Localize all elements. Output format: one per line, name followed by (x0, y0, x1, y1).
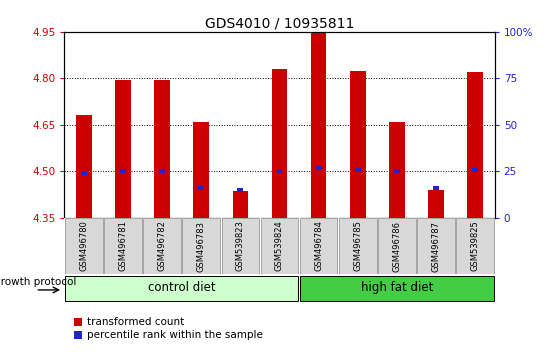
Bar (120, 170, 126, 173)
Bar (193, 122, 209, 218)
Bar (143, 218, 181, 274)
Text: GSM496784: GSM496784 (314, 221, 323, 272)
Bar (159, 170, 165, 173)
Bar (300, 218, 338, 274)
Bar (350, 70, 366, 218)
Bar (182, 218, 220, 274)
Bar (378, 218, 416, 274)
Bar (65, 218, 103, 274)
Bar (81, 171, 87, 175)
Text: GSM496785: GSM496785 (353, 221, 362, 272)
Bar (316, 166, 321, 170)
Bar (355, 168, 361, 172)
Bar (417, 218, 455, 274)
Text: GSM539823: GSM539823 (236, 221, 245, 272)
Text: GSM539825: GSM539825 (471, 221, 480, 272)
Bar (76, 115, 92, 218)
Text: GSM496780: GSM496780 (79, 221, 88, 272)
Bar (300, 276, 494, 301)
Bar (472, 168, 478, 172)
Legend: transformed count, percentile rank within the sample: transformed count, percentile rank withi… (69, 313, 267, 345)
Text: GSM496783: GSM496783 (197, 221, 206, 272)
Text: high fat diet: high fat diet (361, 281, 433, 295)
Text: GSM496787: GSM496787 (432, 221, 440, 272)
Bar (65, 276, 299, 301)
Bar (272, 69, 287, 218)
Text: growth protocol: growth protocol (0, 277, 77, 287)
Text: GSM539824: GSM539824 (275, 221, 284, 272)
Bar (277, 170, 282, 173)
Bar (233, 192, 248, 218)
Bar (467, 72, 483, 218)
Text: control diet: control diet (148, 281, 215, 295)
Text: GSM496781: GSM496781 (119, 221, 127, 272)
Bar (339, 218, 377, 274)
Text: GSM496786: GSM496786 (392, 221, 401, 272)
Bar (238, 188, 243, 192)
Bar (456, 218, 494, 274)
Bar (311, 33, 326, 218)
Bar (115, 80, 131, 218)
Title: GDS4010 / 10935811: GDS4010 / 10935811 (205, 17, 354, 31)
Bar (428, 190, 444, 218)
Bar (154, 80, 170, 218)
Text: GSM496782: GSM496782 (158, 221, 167, 272)
Bar (198, 187, 204, 190)
Bar (221, 218, 259, 274)
Bar (433, 187, 439, 190)
Bar (389, 122, 405, 218)
Bar (394, 170, 400, 173)
Bar (104, 218, 142, 274)
Bar (260, 218, 299, 274)
